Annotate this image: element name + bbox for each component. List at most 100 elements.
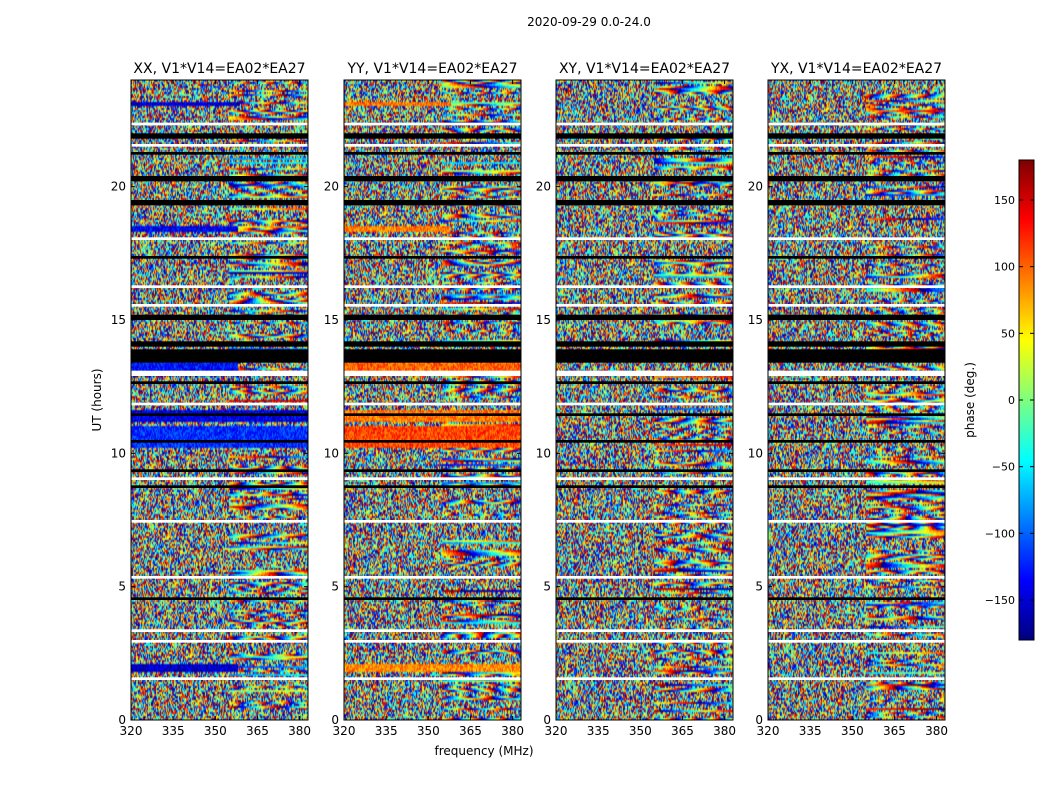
flagged-band-black	[131, 597, 308, 600]
flagged-band-black	[768, 200, 945, 206]
flagged-band-white	[556, 402, 733, 406]
flagged-band-black	[131, 381, 308, 384]
flagged-band-black	[131, 176, 308, 182]
x-tick-label: 350	[417, 724, 440, 738]
flagged-band-black	[768, 381, 945, 384]
panel-title: XY, V1*V14=EA02*EA27	[559, 61, 730, 77]
flagged-band-white	[768, 122, 945, 126]
x-tick-label: 335	[587, 724, 610, 738]
y-tick-label: 15	[748, 313, 763, 327]
x-tick-label: 350	[204, 724, 227, 738]
flagged-band-white	[344, 629, 521, 632]
panel-frame	[130, 79, 309, 721]
panel-4: YX, V1*V14=EA02*EA27 320 335 350 365 380 0 5 10 1…	[748, 61, 948, 738]
flagged-band-black	[344, 256, 521, 259]
flagged-band-black	[131, 413, 308, 416]
flagged-band-black	[768, 413, 945, 416]
colorbar-tick-label: −50	[992, 461, 1015, 474]
flagged-band-black	[344, 597, 521, 600]
flagged-band-white	[556, 629, 733, 632]
flagged-band-white	[556, 520, 733, 523]
colorbar-tick-label: 0	[1008, 394, 1015, 407]
panel-frame	[767, 79, 946, 721]
flagged-band-black	[344, 152, 521, 155]
flagged-band-white	[131, 122, 308, 126]
y-tick-label: 20	[536, 180, 551, 194]
flagged-band-white	[768, 640, 945, 643]
flagged-band-white	[131, 520, 308, 523]
flagged-band-black	[131, 256, 308, 259]
flagged-band-white	[556, 237, 733, 240]
flagged-band-white	[131, 304, 308, 307]
flagged-band-white	[556, 640, 733, 643]
flagged-band-white	[131, 629, 308, 632]
flagged-band-black	[344, 349, 521, 363]
flagged-band-black	[768, 485, 945, 488]
flagged-band-white	[556, 285, 733, 288]
y-tick-label: 20	[324, 180, 339, 194]
panel-title: XX, V1*V14=EA02*EA27	[133, 61, 305, 77]
flagged-band-black	[344, 413, 521, 416]
flagged-band-black	[556, 256, 733, 259]
colorbar-label: phase (deg.)	[963, 362, 977, 438]
flagged-band-black	[344, 381, 521, 384]
x-tick-label: 320	[757, 724, 780, 738]
y-tick-label: 15	[536, 313, 551, 327]
y-tick-label: 10	[111, 446, 126, 460]
colorbar-tick-label: 150	[994, 194, 1015, 207]
flagged-band-white	[131, 640, 308, 643]
y-tick-label: 15	[324, 313, 339, 327]
flagged-band-black	[344, 469, 521, 472]
flagged-band-black	[556, 176, 733, 182]
y-tick-label: 5	[118, 580, 126, 594]
flagged-band-white	[344, 402, 521, 406]
flagged-band-black	[556, 469, 733, 472]
flagged-band-white	[556, 370, 733, 376]
flagged-band-black	[768, 341, 945, 347]
flagged-band-white	[131, 237, 308, 240]
colorbar-tick-label: 100	[994, 261, 1015, 274]
flagged-band-black	[768, 314, 945, 320]
flagged-band-black	[344, 341, 521, 347]
flagged-band-black	[768, 256, 945, 259]
flagged-band-black	[344, 133, 521, 139]
flagged-band-black	[556, 597, 733, 600]
x-tick-label: 380	[288, 724, 311, 738]
flagged-band-white	[768, 576, 945, 579]
flagged-band-white	[556, 677, 733, 680]
x-tick-label: 365	[246, 724, 269, 738]
colorbar: −150 −100 −50 0 50 100 150	[985, 159, 1035, 641]
flagged-band-black	[131, 200, 308, 206]
flagged-band-black	[344, 314, 521, 320]
x-tick-label: 320	[120, 724, 143, 738]
phase-heatmap-image	[556, 80, 733, 720]
flagged-band-black	[131, 314, 308, 320]
flagged-band-white	[556, 304, 733, 307]
flagged-band-black	[131, 152, 308, 155]
x-tick-label: 365	[459, 724, 482, 738]
flagged-band-black	[131, 349, 308, 363]
flagged-band-white	[344, 640, 521, 643]
flagged-band-black	[556, 413, 733, 416]
flagged-band-black	[768, 152, 945, 155]
panel-title: YX, V1*V14=EA02*EA27	[770, 61, 942, 77]
panel-frame	[343, 79, 522, 721]
flagged-band-white	[768, 304, 945, 307]
x-axis-label: frequency (MHz)	[434, 744, 533, 758]
flagged-band-white	[768, 370, 945, 376]
y-tick-label: 10	[324, 446, 339, 460]
flagged-band-white	[768, 402, 945, 406]
flagged-band-black	[556, 381, 733, 384]
x-tick-label: 350	[841, 724, 864, 738]
flagged-band-black	[344, 200, 521, 206]
flagged-band-black	[768, 176, 945, 182]
y-tick-label: 5	[543, 580, 551, 594]
colorbar-tick-label: 50	[1001, 327, 1015, 340]
flagged-band-black	[344, 440, 521, 443]
x-tick-label: 350	[629, 724, 652, 738]
y-tick-label: 10	[748, 446, 763, 460]
flagged-band-black	[768, 133, 945, 139]
flagged-band-black	[768, 597, 945, 600]
flagged-band-white	[131, 144, 308, 147]
